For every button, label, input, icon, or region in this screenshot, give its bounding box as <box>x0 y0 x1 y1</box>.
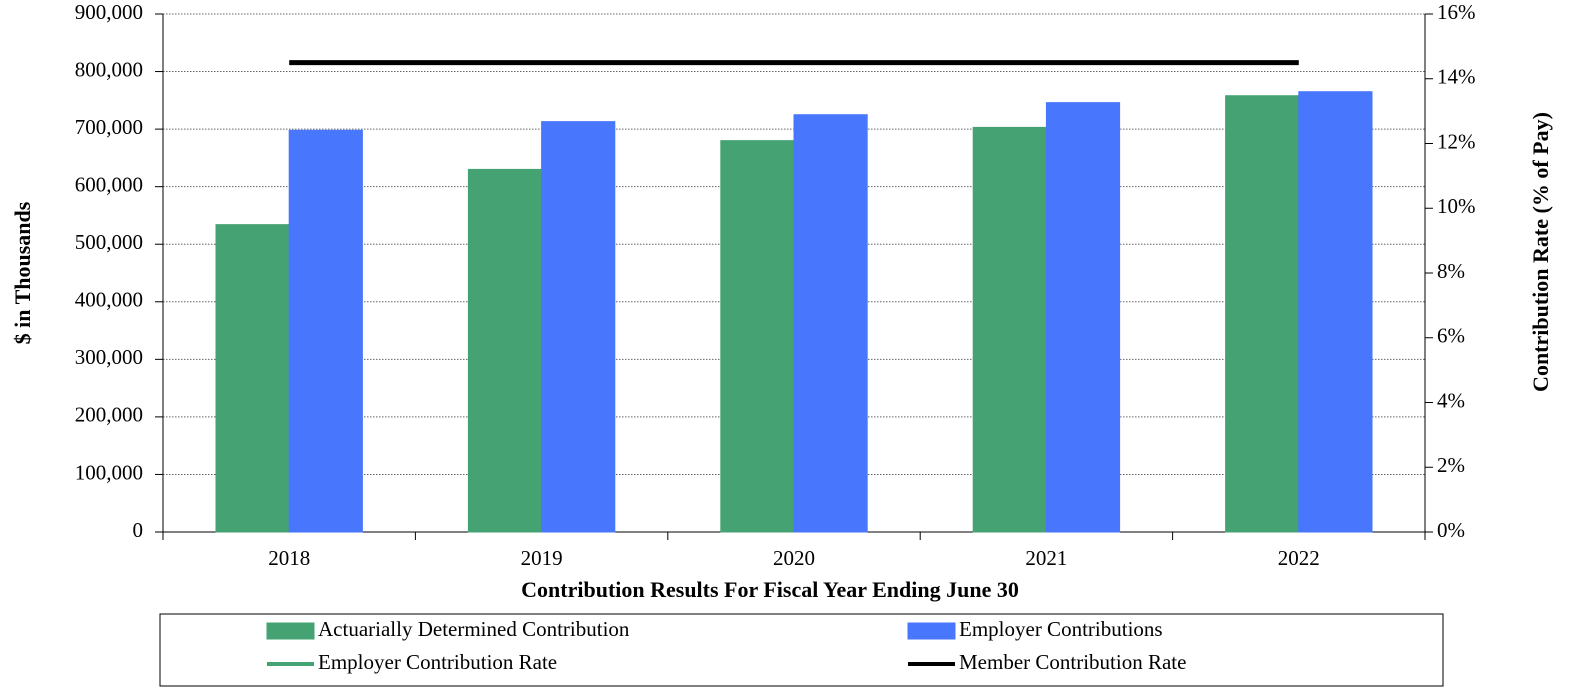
x-axis-title: Contribution Results For Fiscal Year End… <box>521 577 1019 602</box>
y2-tick-label: 6% <box>1437 324 1465 348</box>
bar <box>288 129 363 533</box>
x-tick-label: 2020 <box>773 546 815 570</box>
y2-axis-title: Contribution Rate (% of Pay) <box>1528 112 1553 392</box>
bar <box>467 168 543 533</box>
x-tick-label: 2019 <box>521 546 563 570</box>
legend-label: Employer Contribution Rate <box>318 650 557 674</box>
legend-swatch <box>907 622 956 640</box>
y2-tick-label: 16% <box>1437 0 1476 24</box>
y2-tick-label: 12% <box>1437 129 1476 153</box>
bar <box>1225 95 1300 533</box>
x-tick-label: 2018 <box>268 546 310 570</box>
y-tick-label: 200,000 <box>75 403 143 427</box>
y-tick-label: 900,000 <box>75 0 143 24</box>
bar <box>1045 102 1121 533</box>
y-tick-label: 0 <box>133 518 144 542</box>
y-tick-label: 800,000 <box>75 57 143 81</box>
y-tick-label: 700,000 <box>75 115 143 139</box>
legend-label: Actuarially Determined Contribution <box>318 617 630 641</box>
bar <box>793 114 868 533</box>
bar <box>215 224 290 533</box>
y-tick-label: 400,000 <box>75 288 143 312</box>
legend-label: Member Contribution Rate <box>959 650 1186 674</box>
bar <box>720 140 795 533</box>
legend-box <box>159 613 1444 687</box>
y-tick-label: 300,000 <box>75 345 143 369</box>
y-tick-label: 600,000 <box>75 172 143 196</box>
y2-tick-label: 10% <box>1437 194 1476 218</box>
y2-tick-label: 14% <box>1437 65 1476 89</box>
y-tick-label: 100,000 <box>75 460 143 484</box>
x-tick-label: 2021 <box>1025 546 1067 570</box>
y-tick-label: 500,000 <box>75 230 143 254</box>
bar <box>972 126 1047 533</box>
legend-label: Employer Contributions <box>959 617 1163 641</box>
bar <box>541 121 616 533</box>
y2-tick-label: 2% <box>1437 453 1465 477</box>
legend-swatch <box>266 622 315 640</box>
bar <box>1298 91 1373 533</box>
x-tick-label: 2022 <box>1278 546 1320 570</box>
y-axis-title: $ in Thousands <box>10 201 35 344</box>
y2-tick-label: 8% <box>1437 259 1465 283</box>
y2-tick-label: 4% <box>1437 388 1465 412</box>
y2-tick-label: 0% <box>1437 518 1465 542</box>
